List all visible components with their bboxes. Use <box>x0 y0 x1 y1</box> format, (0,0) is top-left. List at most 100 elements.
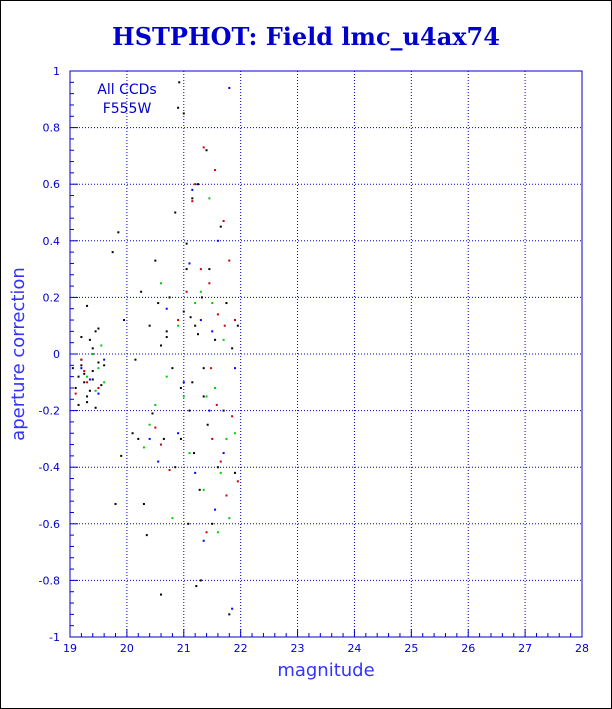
data-point <box>219 460 222 463</box>
data-point <box>179 386 182 389</box>
data-point <box>174 466 177 469</box>
data-point <box>202 146 205 149</box>
y-tick-label: 0.2 <box>43 291 61 304</box>
y-tick-label: 1 <box>53 65 60 78</box>
data-point <box>100 344 103 347</box>
data-point <box>148 324 151 327</box>
data-point <box>233 367 236 370</box>
data-point <box>148 437 151 440</box>
data-point <box>208 409 211 412</box>
x-tick-label: 28 <box>575 642 589 655</box>
data-point <box>219 471 222 474</box>
data-point <box>188 409 191 412</box>
data-point <box>191 188 194 191</box>
data-point <box>171 517 174 520</box>
data-point <box>165 336 168 339</box>
data-point <box>185 242 188 245</box>
data-point <box>222 219 225 222</box>
data-point <box>214 386 217 389</box>
data-point <box>142 502 145 505</box>
data-point <box>168 469 171 472</box>
data-point <box>211 302 214 305</box>
data-point <box>195 585 198 588</box>
data-point <box>199 319 202 322</box>
y-tick-label: -0.6 <box>39 518 60 531</box>
data-point <box>231 415 234 418</box>
data-point <box>202 539 205 542</box>
data-point <box>200 296 203 299</box>
data-point <box>222 338 225 341</box>
data-point <box>168 296 171 299</box>
data-point <box>228 86 231 89</box>
y-tick-label: -0.8 <box>39 574 60 587</box>
data-point <box>205 149 208 152</box>
data-point <box>202 367 205 370</box>
data-point <box>123 319 126 322</box>
data-point <box>97 392 100 395</box>
data-point <box>177 324 180 327</box>
data-point <box>165 375 168 378</box>
data-point <box>154 403 157 406</box>
data-point <box>74 392 77 395</box>
data-point <box>211 437 214 440</box>
data-point <box>194 302 197 305</box>
data-point <box>236 324 239 327</box>
data-point <box>215 403 218 406</box>
data-point <box>178 81 181 84</box>
data-point <box>185 290 188 293</box>
data-point <box>91 347 94 350</box>
data-point <box>205 395 208 398</box>
data-point <box>179 437 182 440</box>
data-point <box>88 338 91 341</box>
data-point <box>94 389 97 392</box>
y-tick-label: 0 <box>53 348 60 361</box>
x-axis-label: magnitude <box>277 660 374 681</box>
data-point <box>182 381 185 384</box>
data-point <box>97 367 100 370</box>
data-point <box>225 302 228 305</box>
data-point <box>177 106 180 109</box>
data-point <box>198 488 201 491</box>
data-point <box>182 310 185 313</box>
data-point <box>97 386 100 389</box>
data-point <box>154 426 157 429</box>
grid-lines <box>70 71 582 637</box>
x-tick-label: 26 <box>461 642 475 655</box>
data-point <box>219 225 222 228</box>
data-point <box>86 304 89 307</box>
data-point <box>160 593 163 596</box>
data-point <box>206 423 209 426</box>
data-point <box>91 378 94 381</box>
data-point <box>80 364 83 367</box>
data-point <box>210 367 213 370</box>
data-point <box>114 502 117 505</box>
data-point <box>216 466 219 469</box>
data-point <box>154 259 157 262</box>
x-tick-label: 21 <box>177 642 191 655</box>
data-point <box>157 460 160 463</box>
data-point <box>174 211 177 214</box>
data-point <box>228 613 231 616</box>
data-point <box>86 395 89 398</box>
data-point <box>233 471 236 474</box>
data-point <box>193 452 196 455</box>
data-point <box>171 367 174 370</box>
data-point <box>94 330 97 333</box>
data-point <box>208 268 211 271</box>
data-point <box>216 531 219 534</box>
data-point <box>160 282 163 285</box>
data-point <box>88 378 91 381</box>
data-point <box>117 231 120 234</box>
data-point <box>111 251 114 254</box>
data-point <box>216 239 219 242</box>
data-point <box>131 432 134 435</box>
data-point <box>165 307 168 310</box>
y-axis-label: aperture correction <box>8 267 29 441</box>
data-point <box>188 452 191 455</box>
data-point <box>97 327 100 330</box>
data-point <box>199 290 202 293</box>
data-point <box>194 324 197 327</box>
annotation-all-ccds: All CCDs <box>97 82 156 98</box>
data-point <box>100 384 103 387</box>
